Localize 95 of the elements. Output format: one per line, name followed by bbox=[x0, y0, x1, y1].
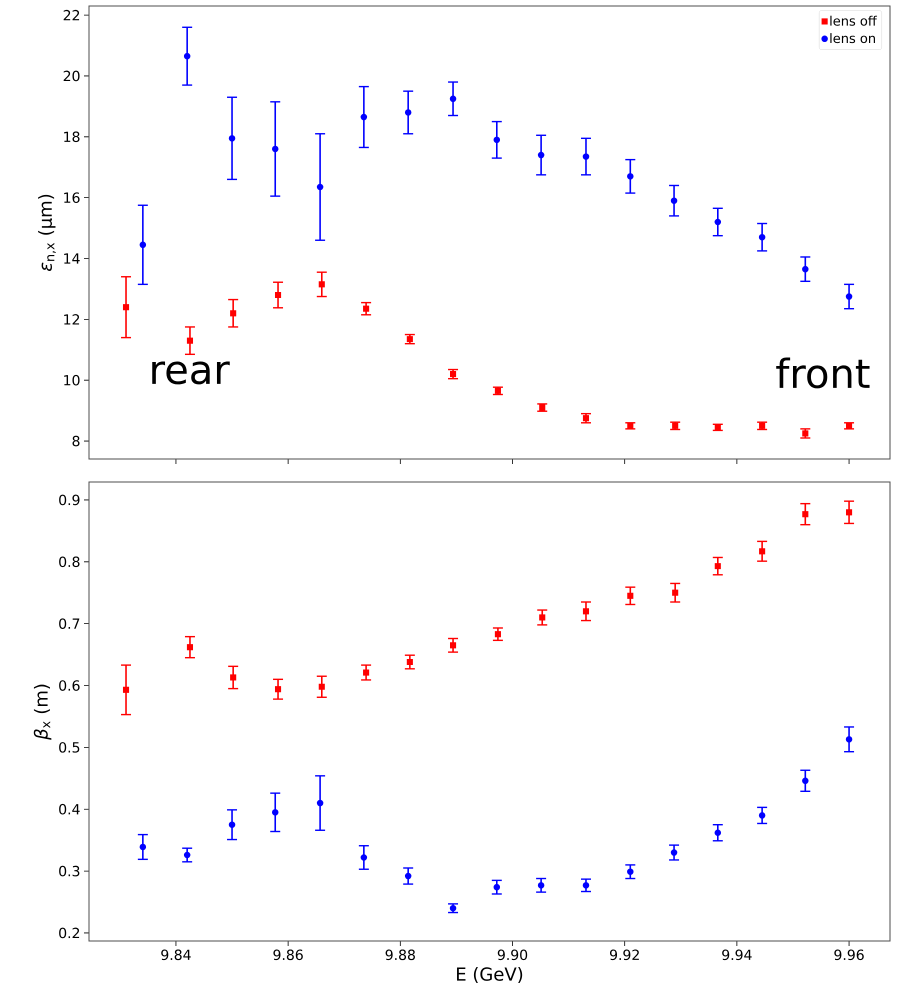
legend-label: lens off bbox=[830, 16, 878, 26]
point bbox=[404, 872, 412, 880]
point bbox=[230, 674, 236, 681]
point bbox=[539, 614, 546, 621]
annotation: rear bbox=[152, 361, 230, 384]
x-tick-label: 9.88 bbox=[386, 950, 415, 960]
x-tick-label: 9.84 bbox=[161, 950, 191, 960]
point bbox=[846, 509, 852, 516]
point bbox=[450, 96, 456, 102]
y-tick-label: 8 bbox=[72, 436, 80, 446]
y-tick-label: 0.6 bbox=[59, 680, 80, 691]
point bbox=[758, 812, 766, 819]
point bbox=[450, 642, 456, 648]
x-tick-label: 9.86 bbox=[273, 950, 303, 960]
point bbox=[714, 829, 722, 836]
point bbox=[670, 849, 678, 856]
point bbox=[363, 306, 370, 312]
annotation: front bbox=[776, 357, 870, 388]
point bbox=[360, 854, 368, 861]
point bbox=[140, 844, 146, 850]
point bbox=[758, 234, 766, 240]
point bbox=[272, 809, 278, 816]
point bbox=[318, 684, 325, 690]
point bbox=[802, 266, 809, 272]
point bbox=[802, 511, 808, 518]
y-tick-label: 16 bbox=[64, 192, 80, 203]
point bbox=[538, 882, 544, 889]
x-tick-label: 9.92 bbox=[610, 950, 639, 960]
y-tick-label: 0.3 bbox=[59, 866, 80, 876]
y-tick-label: 0.9 bbox=[59, 494, 80, 506]
point bbox=[627, 868, 634, 875]
y-tick-label: 18 bbox=[64, 132, 80, 142]
point bbox=[122, 686, 130, 693]
point bbox=[846, 736, 852, 743]
y-tick-label: 0.7 bbox=[59, 618, 80, 629]
point bbox=[318, 281, 325, 288]
point bbox=[494, 388, 501, 394]
point bbox=[538, 152, 544, 158]
point bbox=[846, 293, 852, 300]
point bbox=[404, 109, 412, 116]
point bbox=[274, 292, 282, 298]
point bbox=[802, 778, 809, 784]
point bbox=[672, 422, 678, 429]
point bbox=[184, 52, 190, 60]
point bbox=[539, 404, 546, 411]
point bbox=[228, 821, 236, 828]
point bbox=[450, 371, 456, 378]
point bbox=[140, 242, 146, 248]
point bbox=[582, 608, 590, 614]
y-tick-label: 14 bbox=[64, 253, 80, 264]
point bbox=[714, 218, 722, 226]
point bbox=[672, 590, 678, 596]
y-tick-label: 20 bbox=[64, 70, 80, 82]
point bbox=[272, 146, 278, 152]
point bbox=[627, 592, 634, 599]
point bbox=[670, 197, 678, 204]
legend-label: lens on bbox=[830, 33, 875, 44]
point bbox=[759, 548, 766, 554]
point bbox=[406, 336, 413, 342]
point bbox=[122, 304, 130, 310]
y-tick-label: 0.2 bbox=[59, 928, 80, 938]
y-axis-title: β$_{x}$ (m) bbox=[34, 684, 52, 740]
point bbox=[759, 422, 766, 429]
y-tick-label: 12 bbox=[64, 314, 80, 325]
x-axis-title: E (GeV) bbox=[457, 966, 522, 984]
point bbox=[582, 882, 590, 889]
point bbox=[230, 310, 236, 316]
point bbox=[582, 415, 590, 422]
y-tick-label: 0.4 bbox=[59, 804, 80, 815]
x-tick-label: 9.94 bbox=[722, 950, 752, 960]
point bbox=[186, 338, 194, 344]
point bbox=[274, 686, 282, 692]
point bbox=[494, 136, 500, 144]
point bbox=[363, 669, 370, 676]
y-tick-label: 22 bbox=[64, 10, 80, 20]
point bbox=[316, 800, 324, 806]
point bbox=[406, 658, 413, 666]
x-tick-label: 9.96 bbox=[834, 950, 864, 960]
y-tick-label: 0.5 bbox=[59, 742, 80, 753]
point bbox=[186, 644, 194, 650]
point bbox=[228, 135, 236, 142]
point bbox=[627, 173, 634, 180]
point bbox=[802, 430, 808, 436]
point bbox=[316, 184, 324, 190]
y-tick-label: 10 bbox=[64, 374, 80, 386]
point bbox=[714, 563, 721, 570]
point bbox=[450, 904, 456, 912]
point bbox=[184, 852, 190, 858]
point bbox=[360, 114, 368, 120]
point bbox=[494, 631, 501, 638]
x-tick-label: 9.90 bbox=[498, 950, 528, 960]
y-tick-label: 0.8 bbox=[59, 556, 80, 568]
point bbox=[582, 153, 590, 160]
y-axis-title: ε$_{n,x}$ (μm) bbox=[38, 194, 56, 271]
point bbox=[494, 884, 500, 890]
